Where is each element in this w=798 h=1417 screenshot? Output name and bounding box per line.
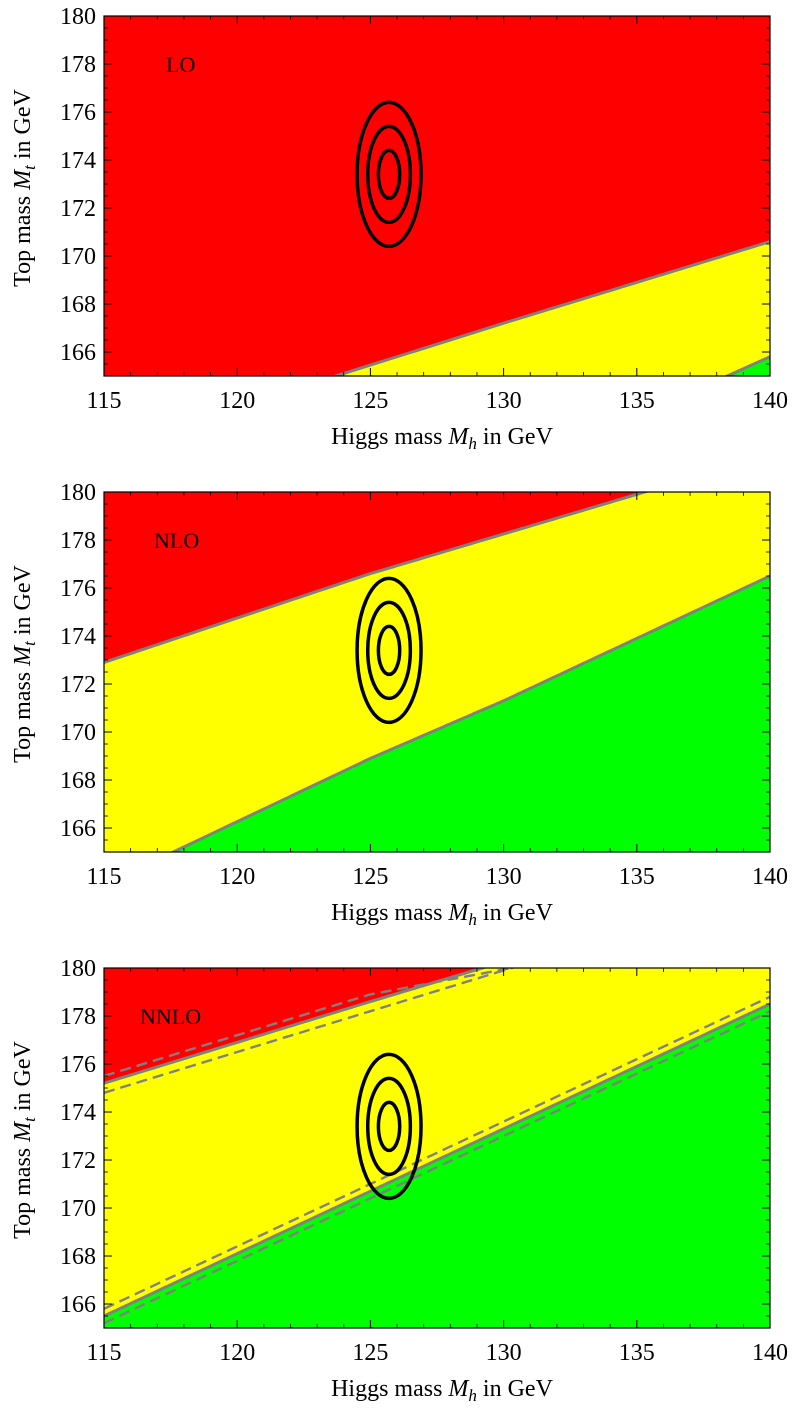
confidence-ellipse-2 [365,124,413,225]
dashed-boundary-3 [104,968,516,1094]
y-tick-label: 172 [60,1148,96,1174]
confidence-ellipse-1 [376,624,402,677]
region-green [173,576,770,852]
dashed-boundary-2 [104,968,519,1078]
x-tick-label: 135 [619,1340,655,1366]
confidence-ellipse-3 [355,1052,423,1201]
y-axis-label: Top mass Mt in GeV [10,1040,39,1238]
plot-area [104,492,770,852]
panel-label: LO [166,52,195,77]
y-tick-label: 172 [60,672,96,698]
y-tick-label: 168 [60,768,96,794]
y-tick-label: 170 [60,1196,96,1222]
y-tick-label: 178 [60,1004,96,1030]
y-tick-label: 172 [60,196,96,222]
y-tick-label: 176 [60,1052,96,1078]
solid-boundary-1 [330,240,770,376]
x-tick-label: 115 [86,864,121,890]
confidence-ellipse-1 [376,1100,402,1153]
y-tick-label: 174 [60,1100,96,1126]
plot-area [104,16,770,376]
panel-2: 115 120 125 130 135 140 166 168 170 172 174 176 178 1… [10,480,788,929]
x-axis-label: Higgs mass Mh in GeV [331,1376,553,1405]
y-tick-label: 166 [60,816,96,842]
confidence-ellipse-1 [376,148,402,201]
x-tick-label: 130 [486,388,522,414]
panel-label: NLO [154,528,199,553]
x-tick-label: 120 [219,388,255,414]
x-tick-label: 115 [86,1340,121,1366]
x-axis-label: Higgs mass Mh in GeV [331,900,553,929]
x-tick-label: 120 [219,1340,255,1366]
confidence-ellipse-2 [365,1076,413,1177]
y-tick-label: 174 [60,624,96,650]
x-tick-label: 115 [86,388,121,414]
x-tick-label: 125 [352,388,388,414]
x-tick-label: 130 [486,864,522,890]
y-tick-label: 180 [60,956,96,982]
plot-area [104,968,770,1328]
y-tick-label: 166 [60,340,96,366]
y-tick-label: 170 [60,244,96,270]
y-axis-label: Top mass Mt in GeV [10,88,39,286]
x-tick-label: 140 [752,864,788,890]
x-tick-label: 120 [219,864,255,890]
dashed-boundary-5 [104,995,770,1310]
y-tick-label: 180 [60,4,96,30]
panel-3: 115 120 125 130 135 140 166 168 170 172 174 176 178 1… [10,956,788,1405]
x-tick-label: 140 [752,1340,788,1366]
confidence-ellipse-2 [365,600,413,701]
y-tick-label: 168 [60,292,96,318]
x-axis-label: Higgs mass Mh in GeV [331,424,553,453]
x-tick-label: 140 [752,388,788,414]
y-tick-label: 176 [60,100,96,126]
region-green [104,1004,770,1328]
x-tick-label: 135 [619,388,655,414]
panel-1: 115 120 125 130 135 140 166 168 170 172 174 176 178 1… [10,4,788,453]
panel-label: NNLO [140,1004,201,1029]
x-tick-label: 125 [352,864,388,890]
x-tick-label: 125 [352,1340,388,1366]
y-tick-label: 168 [60,1244,96,1270]
x-tick-label: 135 [619,864,655,890]
x-tick-label: 130 [486,1340,522,1366]
y-tick-label: 180 [60,480,96,506]
solid-boundary-1 [104,492,651,664]
y-axis-label: Top mass Mt in GeV [10,564,39,762]
dashed-boundary-6 [104,1010,770,1325]
y-tick-label: 174 [60,148,96,174]
confidence-ellipse-3 [355,576,423,725]
solid-boundary-4 [104,1002,770,1318]
y-tick-label: 178 [60,52,96,78]
y-tick-label: 178 [60,528,96,554]
confidence-ellipse-3 [355,100,423,249]
y-tick-label: 166 [60,1292,96,1318]
solid-boundary-2 [169,574,770,852]
y-tick-label: 170 [60,720,96,746]
y-tick-label: 176 [60,576,96,602]
